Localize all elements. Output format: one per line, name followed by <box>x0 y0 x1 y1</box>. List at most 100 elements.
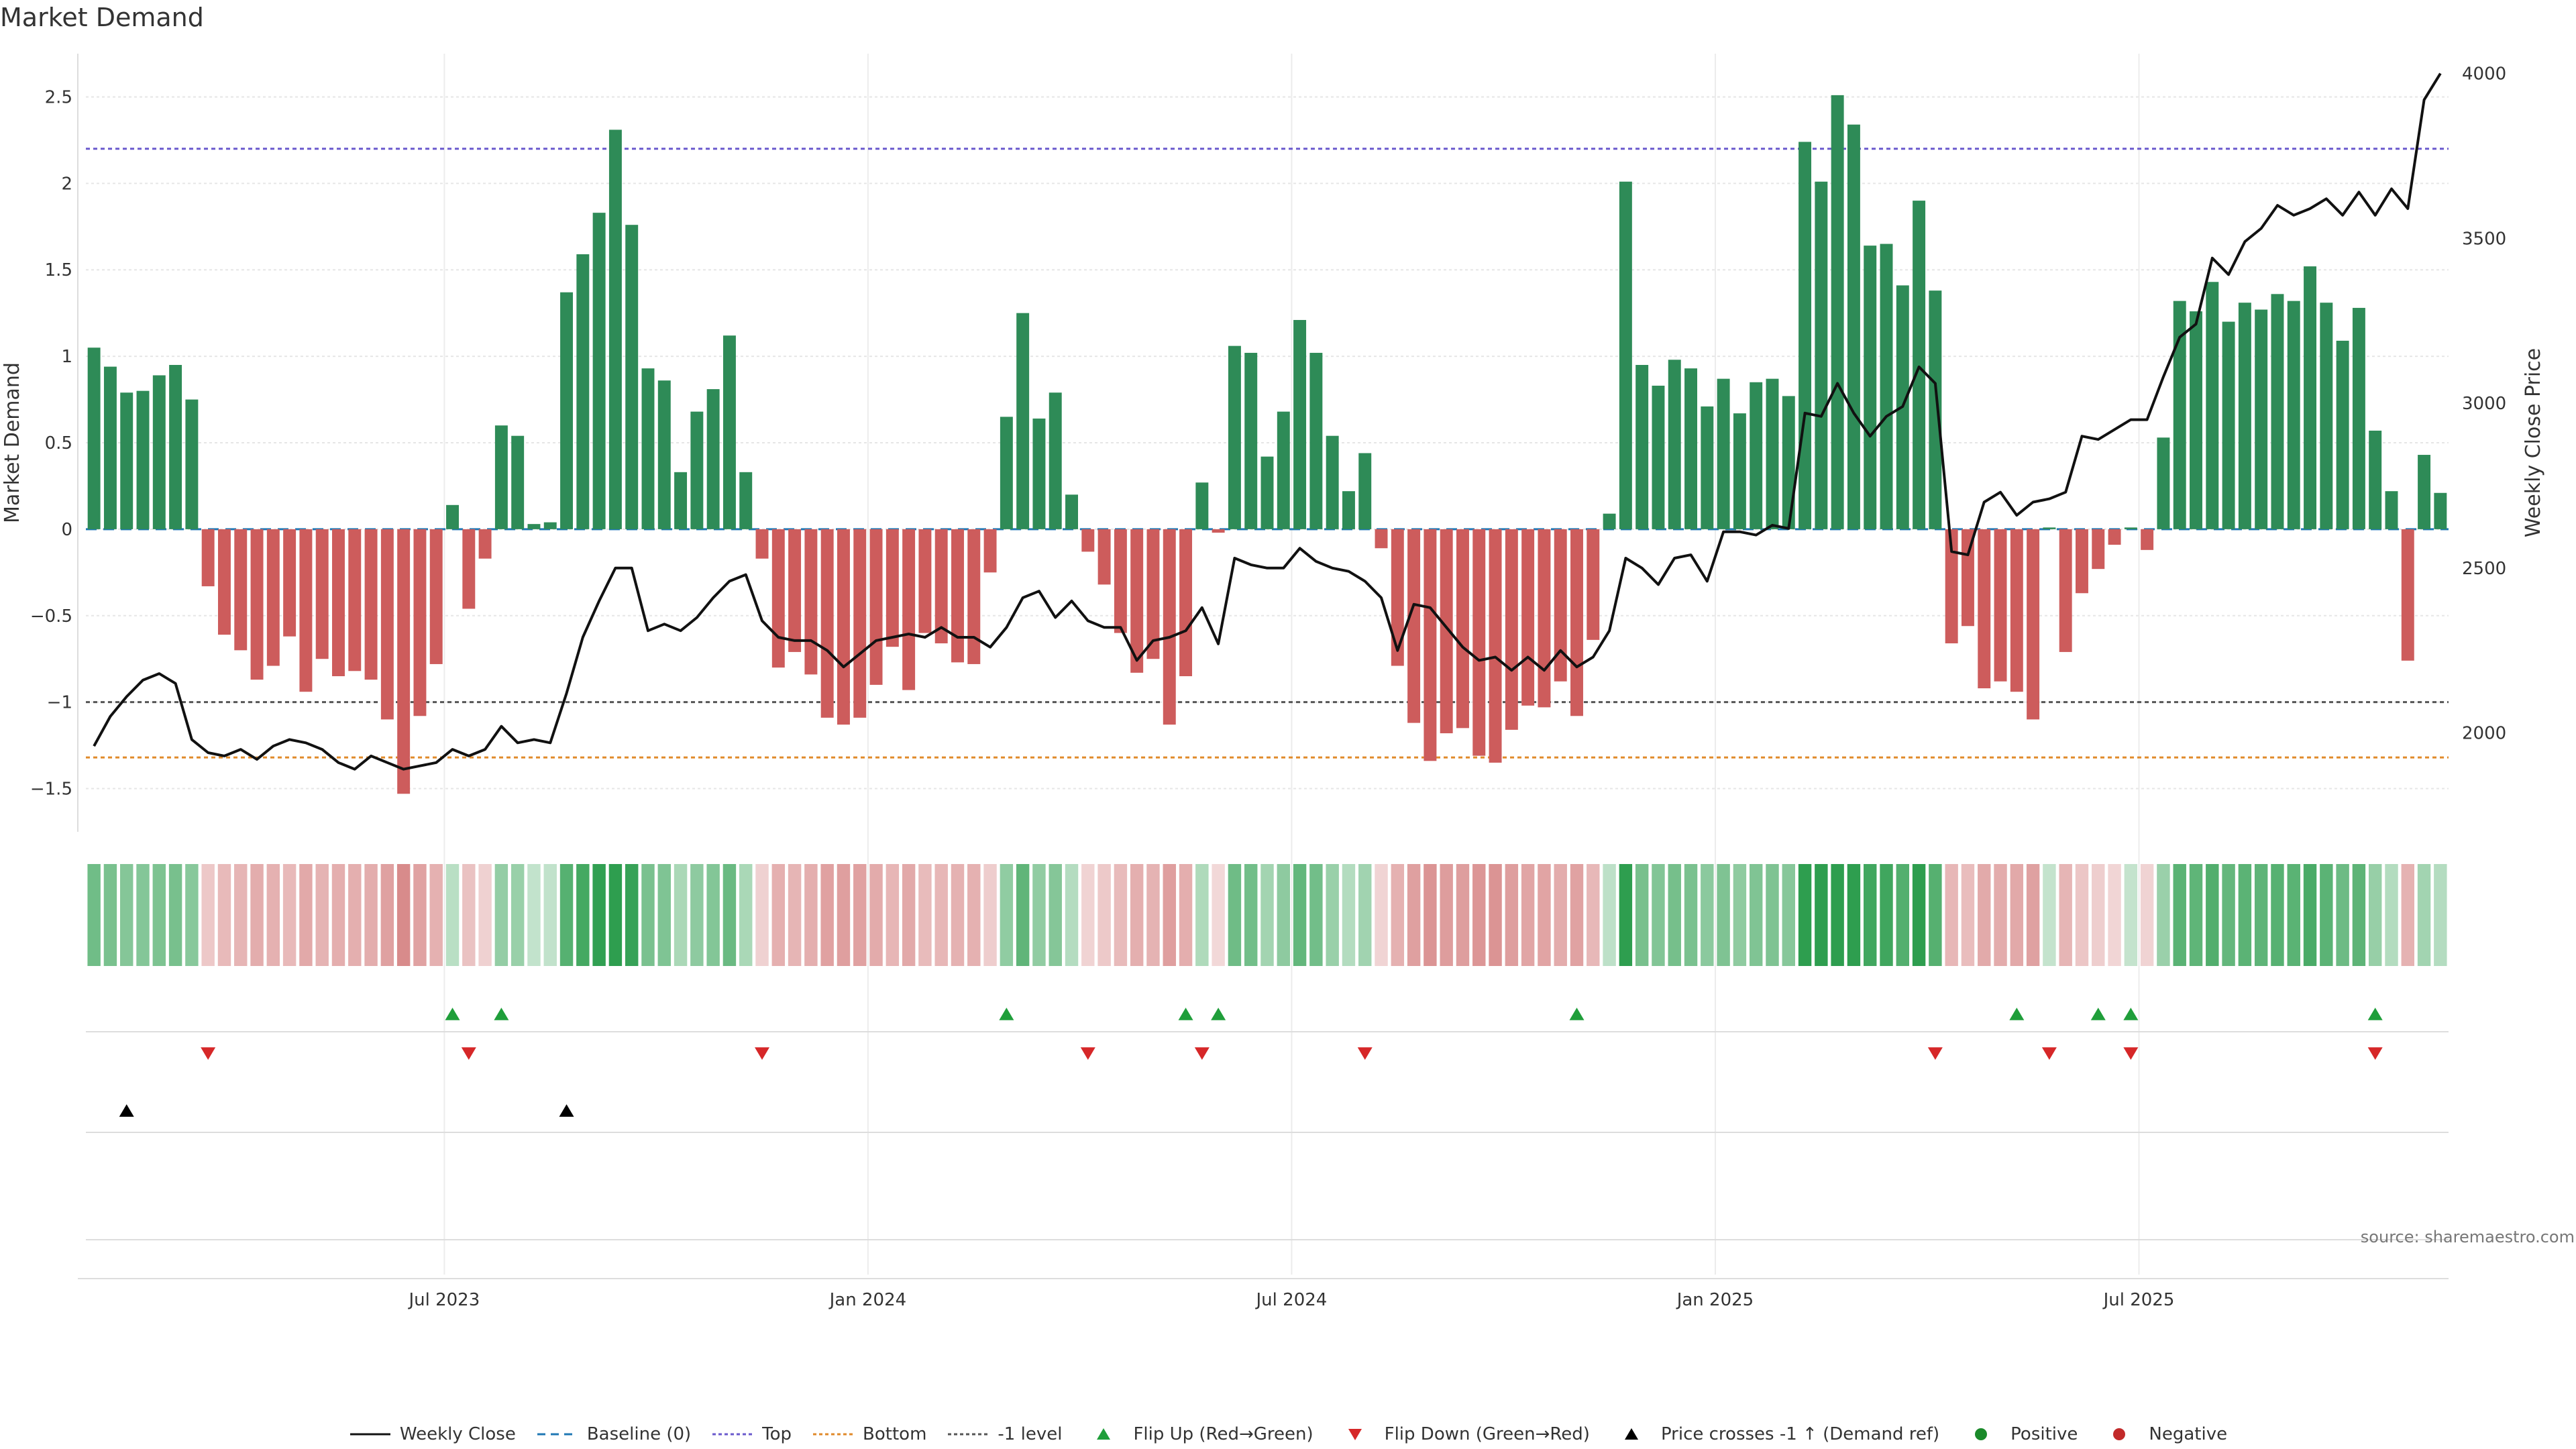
heat-cell <box>1961 864 1975 966</box>
demand-bar <box>2027 529 2040 720</box>
legend-symbol <box>537 1433 578 1436</box>
heat-cell <box>1864 864 1877 966</box>
heat-cell <box>1668 864 1681 966</box>
price-line <box>93 72 2442 771</box>
demand-bar <box>1146 529 1160 659</box>
legend-symbol <box>712 1433 753 1436</box>
heat-cell <box>299 864 313 966</box>
flip-up-marker <box>1569 1008 1585 1020</box>
demand-bar <box>201 529 215 586</box>
x-tick-label: Jan 2025 <box>1676 1290 1754 1310</box>
demand-bar <box>1570 529 1583 716</box>
demand-bar <box>690 411 704 529</box>
heat-cell <box>348 864 362 966</box>
demand-bar <box>1456 529 1469 729</box>
demand-bar <box>983 529 997 573</box>
legend-label: Flip Up (Red→Green) <box>1133 1424 1313 1444</box>
heat-cell <box>2059 864 2072 966</box>
heat-cell <box>739 864 753 966</box>
demand-bar <box>560 292 574 529</box>
heat-cell <box>2173 864 2186 966</box>
demand-bar <box>722 335 736 529</box>
demand-bar <box>2108 529 2121 545</box>
demand-bar <box>1032 418 1046 529</box>
heat-cell <box>674 864 688 966</box>
demand-bar <box>2076 529 2088 594</box>
heat-cell <box>2254 864 2268 966</box>
heat-cell <box>2026 864 2040 966</box>
heat-cell <box>1847 864 1861 966</box>
reference-lines <box>86 148 2449 759</box>
heat-cell <box>1065 864 1079 966</box>
demand-bar <box>1163 529 1176 725</box>
demand-bar <box>951 529 964 663</box>
heat-cell <box>527 864 541 966</box>
flip-down-marker <box>1080 1047 1095 1060</box>
heat-cell <box>1097 864 1111 966</box>
weekly-close-line <box>93 72 2442 771</box>
demand-bar <box>1652 385 1665 529</box>
demand-heat-strip <box>87 864 2447 966</box>
demand-bar <box>462 529 476 609</box>
heat-cell <box>1260 864 1274 966</box>
heat-cell <box>396 864 411 966</box>
price-cross-marker <box>559 1104 574 1117</box>
demand-bar <box>1016 313 1030 529</box>
demand-bar <box>250 529 264 680</box>
heat-cell <box>722 864 737 966</box>
heat-cell <box>364 864 378 966</box>
demand-bar <box>2059 529 2072 652</box>
heat-cell <box>1472 864 1486 966</box>
legend-item: Bottom <box>812 1424 926 1444</box>
heat-cell <box>1407 864 1421 966</box>
demand-bar <box>234 529 248 651</box>
demand-bar <box>1799 142 1812 529</box>
y-tick-left: 1 <box>61 347 72 367</box>
heat-cell <box>1244 864 1258 966</box>
heat-cell <box>1978 864 1991 966</box>
heat-cell <box>2043 864 2056 966</box>
heat-cell <box>1424 864 1437 966</box>
heat-cell <box>185 864 199 966</box>
legend-symbol <box>813 1433 854 1436</box>
demand-bar <box>1049 392 1062 529</box>
demand-bar <box>2010 529 2023 692</box>
legend-label: Price crosses -1 ↑ (Demand ref) <box>1660 1424 1940 1444</box>
demand-bar <box>1815 181 1828 529</box>
demand-bar <box>1994 529 2007 682</box>
heat-cell <box>2108 864 2121 966</box>
demand-bar <box>1277 411 1290 529</box>
demand-bar <box>1130 529 1144 673</box>
heat-cell <box>1521 864 1535 966</box>
heat-cell <box>478 864 492 966</box>
heat-cell <box>2434 864 2447 966</box>
heat-cell <box>1766 864 1779 966</box>
demand-bar <box>1326 435 1339 529</box>
flip-up-marker <box>445 1008 460 1020</box>
flip-up-marker <box>2090 1008 2106 1020</box>
heat-cell <box>2417 864 2431 966</box>
demand-bar <box>1228 345 1241 529</box>
y-axis-label-left: Market Demand <box>1 362 24 523</box>
legend-item: Flip Up (Red→Green) <box>1082 1424 1313 1444</box>
x-tick-label: Jul 2023 <box>407 1290 480 1310</box>
demand-bar <box>169 365 182 529</box>
demand-bar <box>1880 244 1893 529</box>
heat-cell <box>1554 864 1567 966</box>
heat-cell <box>2010 864 2024 966</box>
demand-bar <box>1440 529 1453 734</box>
demand-bar <box>1472 529 1486 756</box>
demand-bar <box>364 529 378 680</box>
flip-up-marker <box>1211 1008 1226 1020</box>
demand-bar <box>706 389 720 529</box>
heat-cell <box>1717 864 1730 966</box>
demand-bar <box>2173 301 2186 529</box>
demand-bar <box>1717 378 1730 529</box>
demand-bar <box>380 529 394 720</box>
demand-bar <box>1195 482 1209 529</box>
flip-up-marker <box>2123 1008 2139 1020</box>
demand-bar <box>152 375 166 529</box>
demand-bar <box>1000 417 1013 529</box>
heat-cell <box>951 864 965 966</box>
legend-symbol <box>948 1433 989 1436</box>
